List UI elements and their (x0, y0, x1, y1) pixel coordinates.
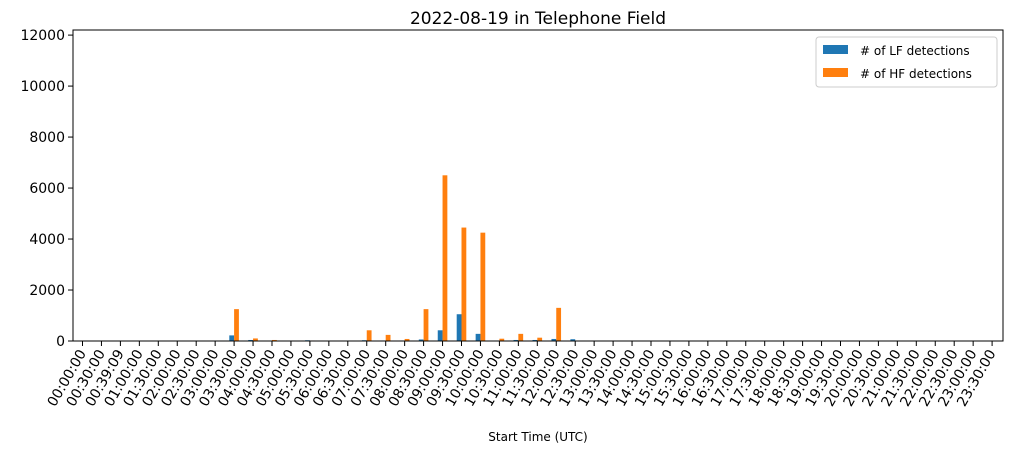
bar-hf-24 (537, 337, 543, 341)
bar-lf-9 (248, 339, 254, 341)
legend-label-lf: # of LF detections (860, 44, 970, 58)
legend-swatch-lf (823, 45, 848, 54)
bar-lf-25 (551, 338, 557, 341)
bar-lf-24 (532, 339, 538, 341)
legend: # of LF detections # of HF detections (815, 36, 998, 88)
bar-lf-8 (229, 335, 235, 341)
legend-label-hf: # of HF detections (860, 67, 972, 81)
bar-hf-8 (234, 309, 239, 341)
y-tick-label: 2000 (29, 283, 65, 299)
legend-swatch-hf (823, 68, 848, 77)
bar-lf-18 (418, 339, 424, 341)
bar-hf-25 (556, 307, 562, 341)
bar-hf-10 (272, 339, 277, 341)
y-tick-label: 4000 (29, 232, 65, 248)
bar-hf-21 (480, 232, 486, 341)
bar-lf-23 (513, 339, 519, 341)
bar-hf-22 (499, 338, 505, 341)
y-tick-label: 10000 (20, 79, 65, 95)
x-axis: 00:00:0000:30:0000:39:0901:00:0001:30:00… (45, 341, 1000, 409)
y-axis: 0 2000 4000 6000 8000 10000 12000 (20, 28, 73, 350)
bar-hf-18 (423, 309, 429, 341)
bar-hf-20 (461, 227, 467, 341)
legend-box (815, 36, 998, 88)
plot-frame (72, 29, 1004, 342)
bar-hf-16 (385, 334, 391, 341)
bar-lf-21 (475, 333, 481, 341)
y-tick-label: 0 (56, 334, 65, 350)
chart-title: 2022-08-19 in Telephone Field (410, 9, 666, 29)
bar-lf-26 (570, 339, 576, 341)
y-tick-label: 8000 (29, 130, 65, 146)
y-tick-label: 12000 (20, 28, 65, 44)
bar-lf-19 (437, 330, 443, 341)
bar-hf-17 (404, 338, 410, 341)
bars-group (229, 175, 576, 341)
x-axis-label: Start Time (UTC) (488, 430, 587, 444)
bar-hf-23 (518, 333, 524, 341)
bar-hf-9 (253, 338, 258, 341)
y-tick-label: 6000 (29, 181, 65, 197)
bar-lf-20 (456, 314, 462, 341)
bar-hf-19 (442, 175, 448, 341)
bar-hf-15 (366, 330, 372, 341)
